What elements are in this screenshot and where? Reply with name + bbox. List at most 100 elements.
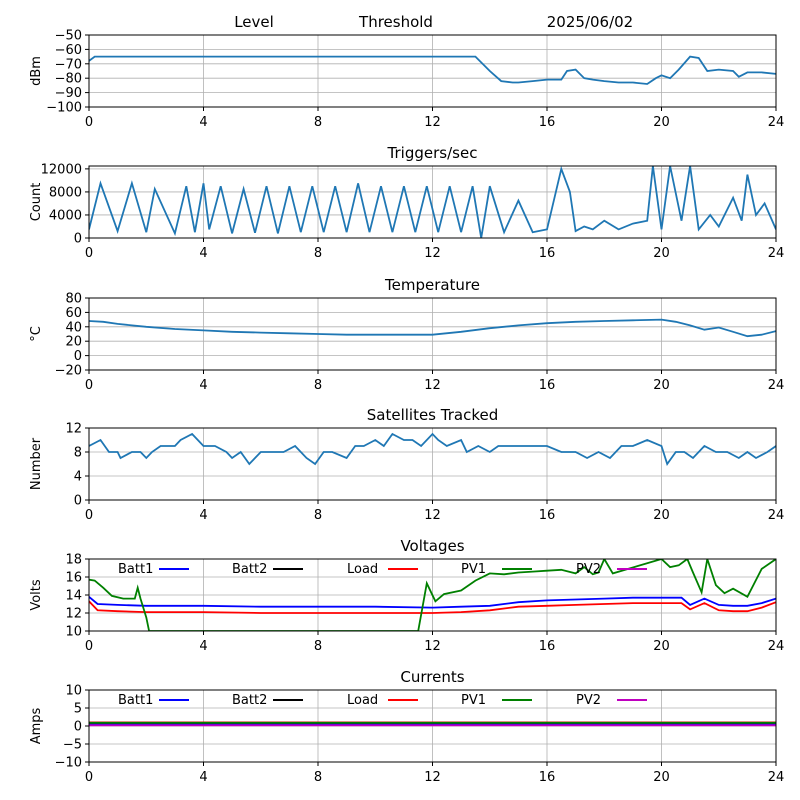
y-tick-label: 0 — [74, 349, 82, 364]
x-tick-label: 8 — [314, 770, 322, 785]
chart-title: Satellites Tracked — [367, 406, 498, 424]
chart-panel-1: 0 4 8 12 16 20 24 0 4000 8000 12000 Triggers/sec Cou… — [29, 144, 784, 261]
y-axis-label: Amps — [29, 707, 44, 744]
series-line-pv1 — [89, 559, 776, 631]
y-tick-label: 8000 — [49, 185, 82, 200]
x-tick-label: 24 — [768, 639, 785, 654]
y-tick-label: 5 — [74, 702, 82, 717]
y-tick-label: −80 — [55, 72, 82, 87]
y-axis-label: Volts — [29, 579, 44, 611]
y-tick-label: 0 — [74, 232, 82, 247]
chart-panel-4: 0 4 8 12 16 20 24 10 12 14 16 18 Voltages Volts Batt1 B… — [29, 537, 784, 654]
x-tick-label: 0 — [85, 639, 93, 654]
y-tick-label: −20 — [55, 364, 82, 379]
x-tick-label: 12 — [424, 508, 441, 523]
y-tick-label: 14 — [65, 589, 82, 604]
y-tick-label: 10 — [65, 625, 82, 640]
x-tick-label: 0 — [85, 115, 93, 130]
x-tick-label: 8 — [314, 378, 322, 393]
series-line-0 — [89, 166, 776, 238]
x-tick-label: 4 — [199, 246, 207, 261]
y-axis-label: dBm — [29, 56, 44, 86]
y-tick-label: 18 — [65, 553, 82, 568]
x-tick-label: 24 — [768, 115, 785, 130]
x-tick-label: 0 — [85, 508, 93, 523]
chart-title: Voltages — [400, 537, 464, 555]
x-tick-label: 8 — [314, 639, 322, 654]
chart-panel-3: 0 4 8 12 16 20 24 0 4 8 12 Satellites Tracked Number — [29, 406, 784, 523]
y-tick-label: 8 — [74, 446, 82, 461]
y-tick-label: 10 — [65, 684, 82, 699]
legend-label-pv1: PV1 — [461, 693, 486, 708]
x-tick-label: 20 — [653, 639, 670, 654]
x-tick-label: 24 — [768, 770, 785, 785]
y-tick-label: 60 — [65, 306, 82, 321]
legend-label-pv2: PV2 — [576, 562, 601, 577]
y-axis-label: Number — [29, 437, 44, 490]
y-tick-label: 12 — [65, 607, 82, 622]
y-tick-label: 12 — [65, 422, 82, 437]
y-tick-label: −5 — [63, 738, 82, 753]
chart-panel-5: 0 4 8 12 16 20 24 10 5 0 −5 −10 Currents Amps Batt1 Bat… — [29, 668, 784, 785]
x-tick-label: 20 — [653, 770, 670, 785]
y-tick-label: 12000 — [41, 162, 82, 177]
x-tick-label: 0 — [85, 378, 93, 393]
legend-label-batt1: Batt1 — [118, 693, 153, 708]
x-tick-label: 16 — [539, 115, 556, 130]
x-tick-label: 12 — [424, 378, 441, 393]
x-tick-label: 4 — [199, 770, 207, 785]
x-tick-label: 24 — [768, 246, 785, 261]
x-tick-label: 4 — [199, 378, 207, 393]
x-tick-label: 4 — [199, 639, 207, 654]
x-tick-label: 16 — [539, 770, 556, 785]
legend-label-load: Load — [347, 693, 378, 708]
x-tick-label: 12 — [424, 115, 441, 130]
y-tick-label: 20 — [65, 335, 82, 350]
x-tick-label: 16 — [539, 246, 556, 261]
x-tick-label: 0 — [85, 770, 93, 785]
x-tick-label: 12 — [424, 639, 441, 654]
legend-label-batt2: Batt2 — [232, 693, 267, 708]
chart-title: Temperature — [384, 276, 480, 294]
legend-label-batt1: Batt1 — [118, 562, 153, 577]
y-tick-label: −60 — [55, 43, 82, 58]
x-tick-label: 12 — [424, 770, 441, 785]
x-tick-label: 20 — [653, 246, 670, 261]
header-date-label: 2025/06/02 — [547, 13, 633, 31]
series-line-load — [89, 600, 776, 614]
y-axis-label: °C — [29, 326, 44, 342]
header-level-label: Level — [234, 13, 274, 31]
chart-title: Currents — [400, 668, 464, 686]
y-tick-label: −50 — [55, 29, 82, 44]
header-threshold-label: Threshold — [358, 13, 433, 31]
x-tick-label: 20 — [653, 508, 670, 523]
x-tick-label: 8 — [314, 246, 322, 261]
x-tick-label: 24 — [768, 508, 785, 523]
chart-title: Triggers/sec — [387, 144, 478, 162]
y-tick-label: −10 — [55, 756, 82, 771]
x-tick-label: 12 — [424, 246, 441, 261]
y-tick-label: 4 — [74, 470, 82, 485]
x-tick-label: 20 — [653, 115, 670, 130]
y-axis-label: Count — [29, 183, 44, 222]
y-tick-label: 16 — [65, 571, 82, 586]
x-tick-label: 4 — [199, 115, 207, 130]
series-line-0 — [89, 318, 776, 338]
y-tick-label: 80 — [65, 292, 82, 307]
x-tick-label: 20 — [653, 378, 670, 393]
x-tick-label: 8 — [314, 508, 322, 523]
legend-label-pv2: PV2 — [576, 693, 601, 708]
x-tick-label: 0 — [85, 246, 93, 261]
legend-label-pv1: PV1 — [461, 562, 486, 577]
y-tick-label: 40 — [65, 320, 82, 335]
y-tick-label: −90 — [55, 86, 82, 101]
y-tick-label: 0 — [74, 720, 82, 735]
legend-label-batt2: Batt2 — [232, 562, 267, 577]
y-tick-label: 0 — [74, 494, 82, 509]
x-tick-label: 8 — [314, 115, 322, 130]
x-tick-label: 4 — [199, 508, 207, 523]
series-line-0 — [89, 55, 776, 85]
y-tick-label: −100 — [46, 101, 82, 116]
